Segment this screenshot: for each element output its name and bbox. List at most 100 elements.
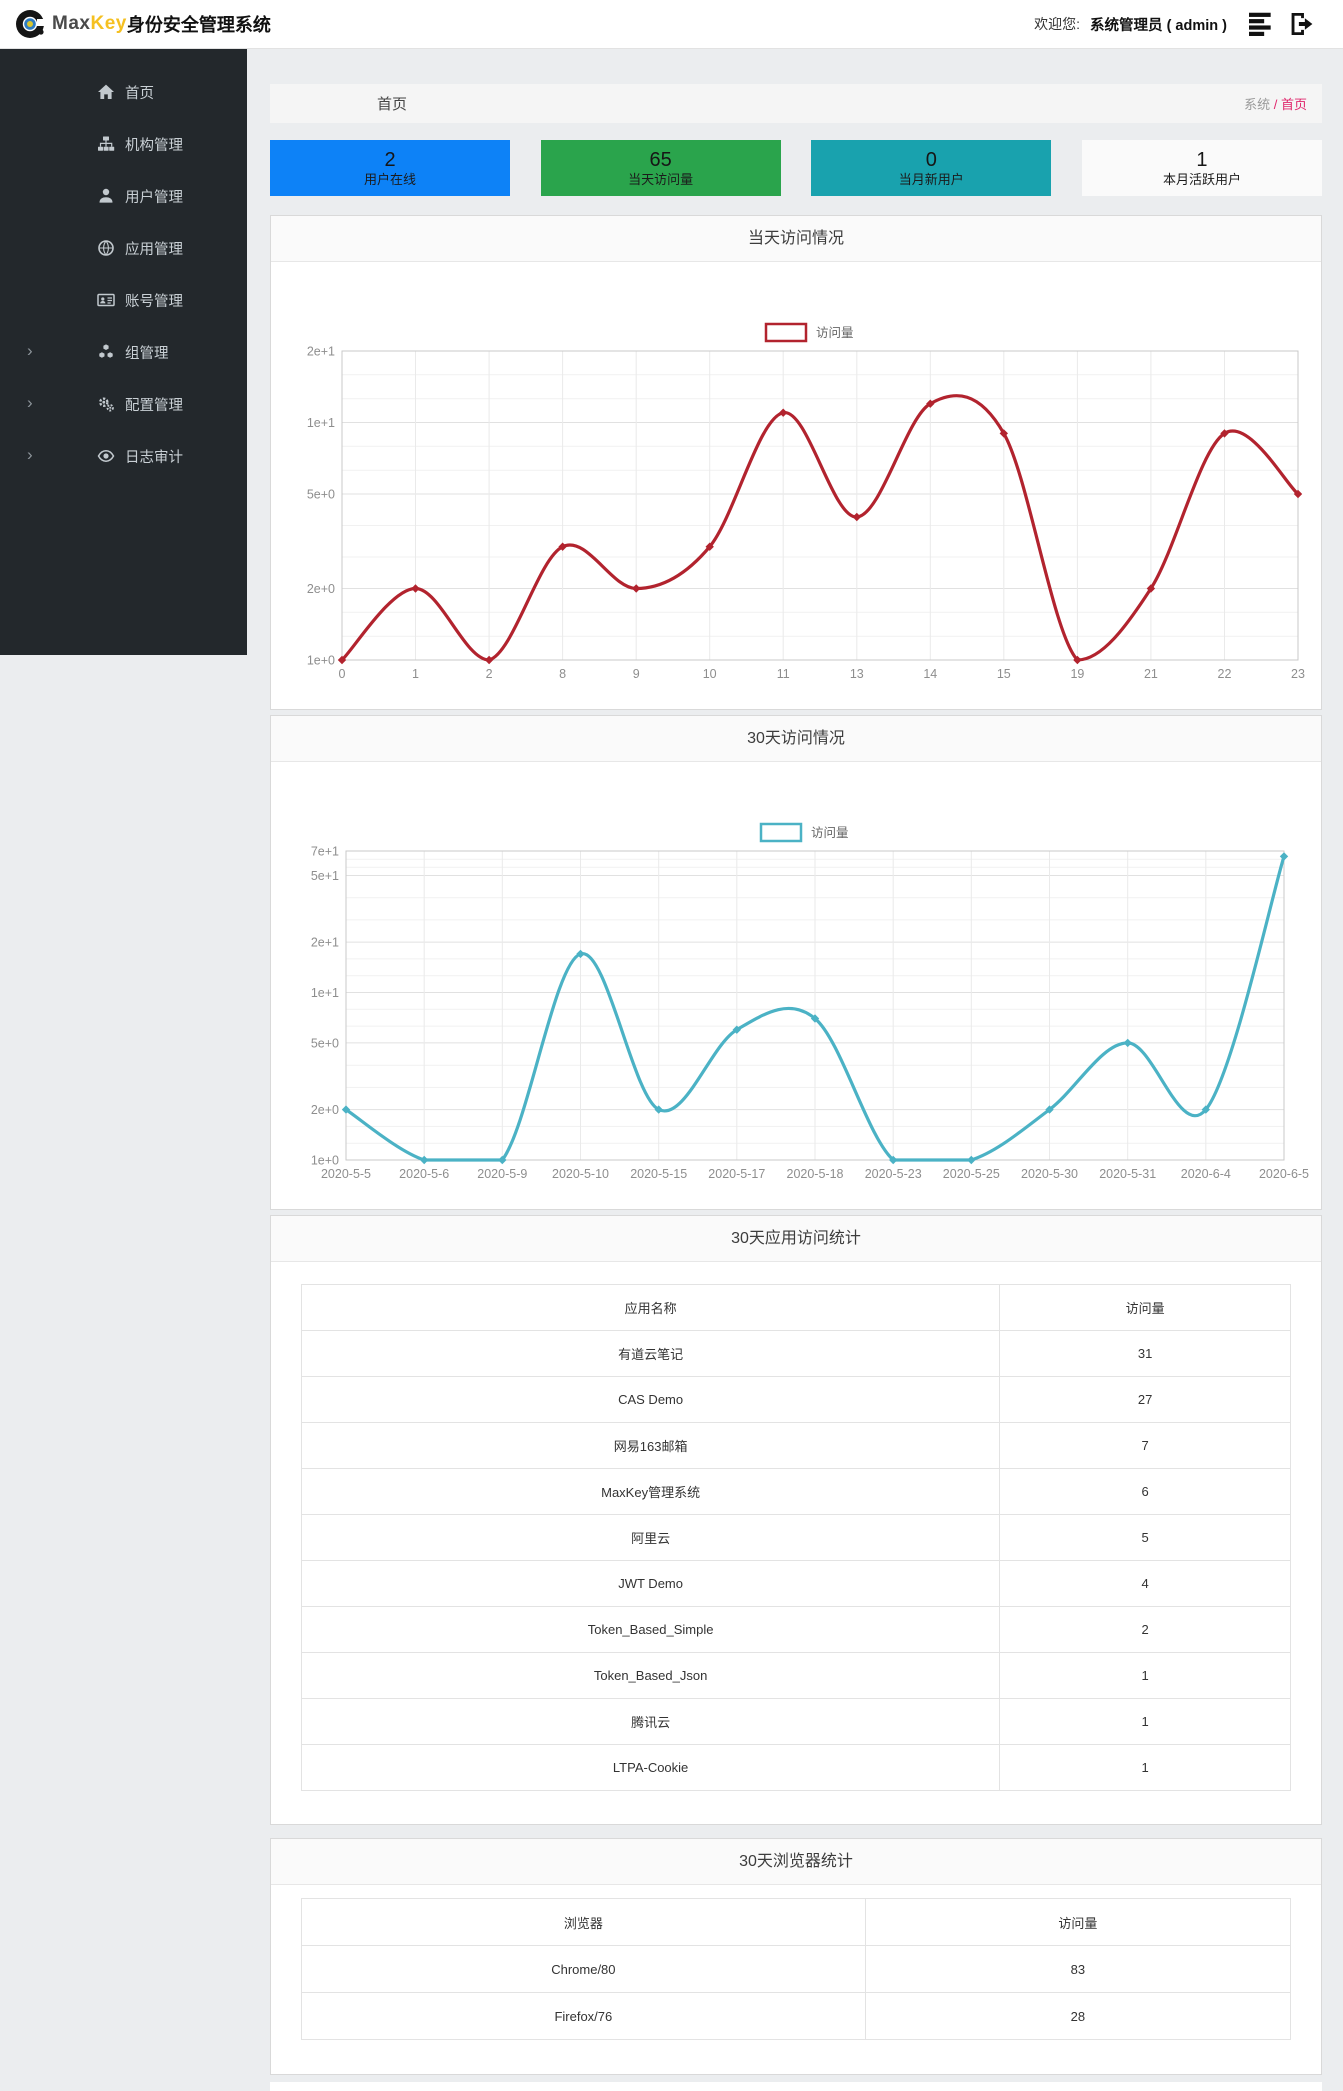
- data-point-marker: [484, 655, 494, 665]
- table-cell: 83: [864, 1945, 1292, 1993]
- app-visits-table: 应用名称 访问量 有道云笔记 31 CAS Demo 27 网易163邮箱 7 MaxKey…: [300, 1284, 1291, 1791]
- brand-key: Key: [90, 13, 127, 34]
- table-cell: Chrome/80: [301, 1945, 866, 1993]
- cubes-icon: [97, 343, 115, 361]
- x-tick-label: 2020-5-25: [943, 1167, 1000, 1181]
- x-tick-label: 2: [486, 667, 493, 681]
- table-cell: Token_Based_Json: [300, 1652, 1001, 1699]
- breadcrumb: 系统 / 首页: [1244, 94, 1322, 113]
- stat-value: 2: [384, 149, 396, 171]
- table-row: Token_Based_Simple 2: [300, 1606, 1291, 1653]
- x-tick-label: 2020-5-5: [321, 1167, 371, 1181]
- breadcrumb-current[interactable]: 首页: [1280, 97, 1307, 112]
- sidebar-item-5[interactable]: 账号管理: [0, 274, 247, 326]
- stat-cards-row: 2 用户在线 65 当天访问量 0 当月新用户 1 本月活跃用户: [270, 140, 1322, 196]
- stat-card-1: 2 用户在线: [270, 140, 510, 196]
- panel-title-month: 30天访问情况: [271, 716, 1321, 762]
- breadcrumb-root[interactable]: 系统: [1244, 97, 1271, 112]
- sidebar-item-1[interactable]: 首页: [0, 66, 247, 118]
- session-list-icon[interactable]: [1247, 11, 1277, 37]
- data-point-marker: [1045, 1105, 1054, 1114]
- panel-title-today: 当天访问情况: [271, 216, 1321, 262]
- sidebar-item-7[interactable]: › 配置管理: [0, 378, 247, 430]
- table-row: MaxKey管理系统 6: [300, 1468, 1291, 1515]
- welcome-label: 欢迎您:: [1034, 16, 1081, 32]
- x-tick-label: 19: [1070, 667, 1084, 681]
- x-tick-label: 2020-5-18: [787, 1167, 844, 1181]
- stat-label: 当天访问量: [628, 172, 694, 187]
- table-row: Token_Based_Json 1: [300, 1652, 1291, 1699]
- sidebar-item-label: 配置管理: [125, 397, 183, 414]
- home-icon: [97, 83, 115, 101]
- table-row: CAS Demo 27: [300, 1376, 1291, 1423]
- sidebar-item-label: 机构管理: [125, 137, 183, 154]
- table-cell: 5: [999, 1514, 1291, 1561]
- column-header: 浏览器: [301, 1898, 866, 1946]
- y-tick-label: 5e+1: [311, 869, 339, 883]
- maxkey-logo-icon: [14, 7, 48, 41]
- chart-legend: 访问量: [764, 322, 854, 343]
- stat-label: 用户在线: [363, 172, 416, 187]
- table-cell: 网易163邮箱: [300, 1422, 1001, 1469]
- footer-strip: [270, 2082, 1322, 2091]
- table-cell: 有道云笔记: [300, 1330, 1001, 1377]
- y-tick-label: 2e+0: [307, 582, 335, 596]
- breadcrumb-bar: 首页 系统 / 首页: [270, 84, 1322, 123]
- current-user: 系统管理员 ( admin ): [1090, 17, 1227, 34]
- stat-value: 1: [1196, 149, 1208, 171]
- sidebar-item-8[interactable]: › 日志审计: [0, 430, 247, 482]
- table-row: 阿里云 5: [300, 1514, 1291, 1561]
- data-point-marker: [779, 408, 788, 417]
- table-cell: MaxKey管理系统: [300, 1468, 1001, 1515]
- data-point-marker: [967, 1155, 976, 1165]
- stat-value: 65: [649, 149, 672, 171]
- table-cell: 阿里云: [300, 1514, 1001, 1561]
- y-tick-label: 1e+1: [307, 416, 335, 430]
- chevron-right-icon: ›: [27, 341, 33, 361]
- app-visits-panel: 30天应用访问统计 应用名称 访问量 有道云笔记 31 CAS Demo 27 网易16…: [270, 1215, 1322, 1825]
- x-tick-label: 2020-6-4: [1181, 1167, 1231, 1181]
- stat-card-4: 1 本月活跃用户: [1081, 140, 1322, 196]
- x-tick-label: 11: [777, 667, 790, 681]
- table-cell: 2: [999, 1606, 1291, 1653]
- table-cell: 28: [864, 1992, 1292, 2040]
- data-point-marker: [1146, 584, 1156, 593]
- data-point-marker: [852, 512, 861, 522]
- data-point-marker: [889, 1155, 898, 1165]
- breadcrumb-separator: /: [1273, 97, 1278, 112]
- data-point-marker: [1279, 852, 1289, 861]
- y-tick-label: 2e+1: [307, 345, 335, 359]
- data-point-marker: [576, 949, 585, 959]
- x-tick-label: 15: [997, 667, 1011, 681]
- table-cell: 31: [999, 1330, 1291, 1377]
- panel-title-browsers: 30天浏览器统计: [271, 1839, 1321, 1885]
- eye-icon: [97, 447, 115, 465]
- y-tick-label: 5e+0: [307, 488, 335, 502]
- stat-label: 当月新用户: [898, 172, 964, 187]
- y-tick-label: 1e+1: [311, 986, 339, 1000]
- sidebar-item-2[interactable]: 机构管理: [0, 118, 247, 170]
- sidebar-item-3[interactable]: 用户管理: [0, 170, 247, 222]
- sidebar-item-label: 首页: [125, 85, 154, 102]
- x-tick-label: 2020-5-10: [552, 1167, 609, 1181]
- sidebar-item-4[interactable]: 应用管理: [0, 222, 247, 274]
- table-cell: 27: [999, 1376, 1291, 1423]
- y-tick-label: 1e+0: [311, 1154, 339, 1168]
- data-point-marker: [632, 584, 641, 593]
- stat-card-2: 65 当天访问量: [540, 140, 781, 196]
- table-header-row: 浏览器 访问量: [301, 1898, 1292, 1946]
- table-cell: JWT Demo: [300, 1560, 1001, 1607]
- x-tick-label: 2020-5-17: [708, 1167, 765, 1181]
- logout-icon[interactable]: [1287, 11, 1317, 37]
- x-tick-label: 13: [850, 667, 864, 681]
- panel-title-apps: 30天应用访问统计: [271, 1216, 1321, 1262]
- chevron-right-icon: ›: [27, 445, 33, 465]
- table-cell: 4: [999, 1560, 1291, 1607]
- x-tick-label: 14: [923, 667, 937, 681]
- y-tick-label: 7e+1: [311, 845, 339, 859]
- column-header: 访问量: [999, 1284, 1291, 1331]
- x-tick-label: 10: [703, 667, 717, 681]
- column-header: 应用名称: [300, 1284, 1001, 1331]
- sidebar-item-6[interactable]: › 组管理: [0, 326, 247, 378]
- y-tick-label: 2e+0: [311, 1103, 339, 1117]
